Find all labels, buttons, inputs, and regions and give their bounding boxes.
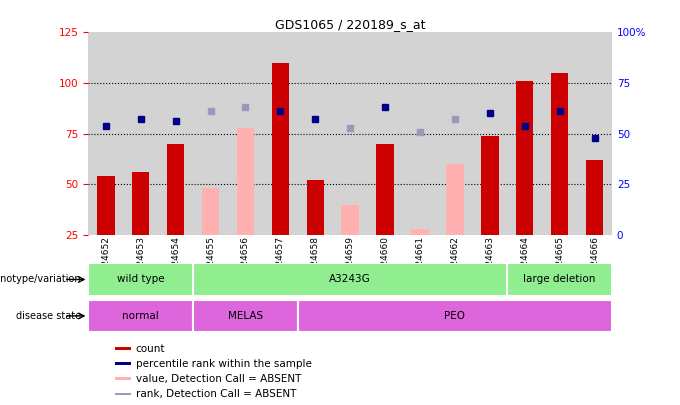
Text: percentile rank within the sample: percentile rank within the sample: [135, 359, 311, 369]
Bar: [298, 300, 612, 332]
Text: A3243G: A3243G: [329, 275, 371, 284]
Bar: [585, 160, 603, 235]
Bar: [202, 188, 219, 235]
Text: disease state: disease state: [16, 311, 82, 321]
Bar: [114, 392, 131, 395]
Text: MELAS: MELAS: [228, 311, 263, 321]
Bar: [88, 263, 193, 296]
Bar: [307, 180, 324, 235]
Text: normal: normal: [122, 311, 159, 321]
Bar: [507, 263, 612, 296]
Bar: [481, 136, 498, 235]
Title: GDS1065 / 220189_s_at: GDS1065 / 220189_s_at: [275, 18, 426, 31]
Bar: [114, 347, 131, 350]
Bar: [114, 377, 131, 380]
Bar: [97, 176, 114, 235]
Bar: [411, 229, 428, 235]
Bar: [377, 144, 394, 235]
Bar: [193, 263, 507, 296]
Bar: [114, 362, 131, 365]
Bar: [341, 205, 359, 235]
Bar: [237, 128, 254, 235]
Bar: [446, 164, 464, 235]
Text: PEO: PEO: [445, 311, 465, 321]
Bar: [167, 144, 184, 235]
Text: count: count: [135, 343, 165, 354]
Bar: [193, 300, 298, 332]
Bar: [272, 63, 289, 235]
Text: wild type: wild type: [117, 275, 165, 284]
Bar: [132, 172, 150, 235]
Text: genotype/variation: genotype/variation: [0, 275, 82, 284]
Text: large deletion: large deletion: [524, 275, 596, 284]
Text: rank, Detection Call = ABSENT: rank, Detection Call = ABSENT: [135, 389, 296, 399]
Bar: [551, 73, 568, 235]
Bar: [516, 81, 534, 235]
Bar: [88, 300, 193, 332]
Text: value, Detection Call = ABSENT: value, Detection Call = ABSENT: [135, 374, 301, 384]
